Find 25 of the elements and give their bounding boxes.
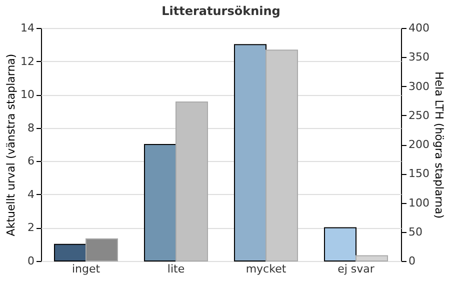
y-tick-label: 8 — [28, 121, 34, 134]
y2-tick-label: 300 — [408, 80, 430, 93]
y2-tick-label: 100 — [408, 196, 430, 210]
y-tick-label: 6 — [28, 154, 34, 168]
y2-tick-label: 50 — [408, 225, 422, 238]
y2-tick-label: 0 — [408, 254, 416, 268]
y-tick-label: 10 — [20, 88, 34, 102]
x-tick-label: mycket — [246, 262, 287, 276]
y-tick-label: 2 — [28, 221, 34, 234]
y-tick-label: 12 — [20, 54, 34, 68]
y2-tick-label: 250 — [408, 108, 430, 122]
y2-tick-label: 200 — [408, 138, 430, 151]
y2-tick-label: 350 — [408, 50, 430, 64]
x-tick-label: inget — [72, 262, 101, 276]
bar — [324, 227, 356, 262]
y2-axis-title: Hela LTH (högra staplarna) — [432, 71, 446, 219]
x-tick-label: ej svar — [338, 262, 375, 276]
chart-title: Litteratursökning — [162, 4, 280, 18]
y2-tick-label: 400 — [408, 22, 430, 34]
y-axis-title: Aktuellt urval (vänstra staplarna) — [4, 54, 18, 236]
y2-tick-label: 150 — [408, 167, 430, 180]
x-tick-label: lite — [167, 262, 185, 276]
y-tick-label: 14 — [20, 22, 34, 34]
y-tick-label: 4 — [28, 188, 34, 201]
y-tick-label: 0 — [28, 254, 34, 268]
